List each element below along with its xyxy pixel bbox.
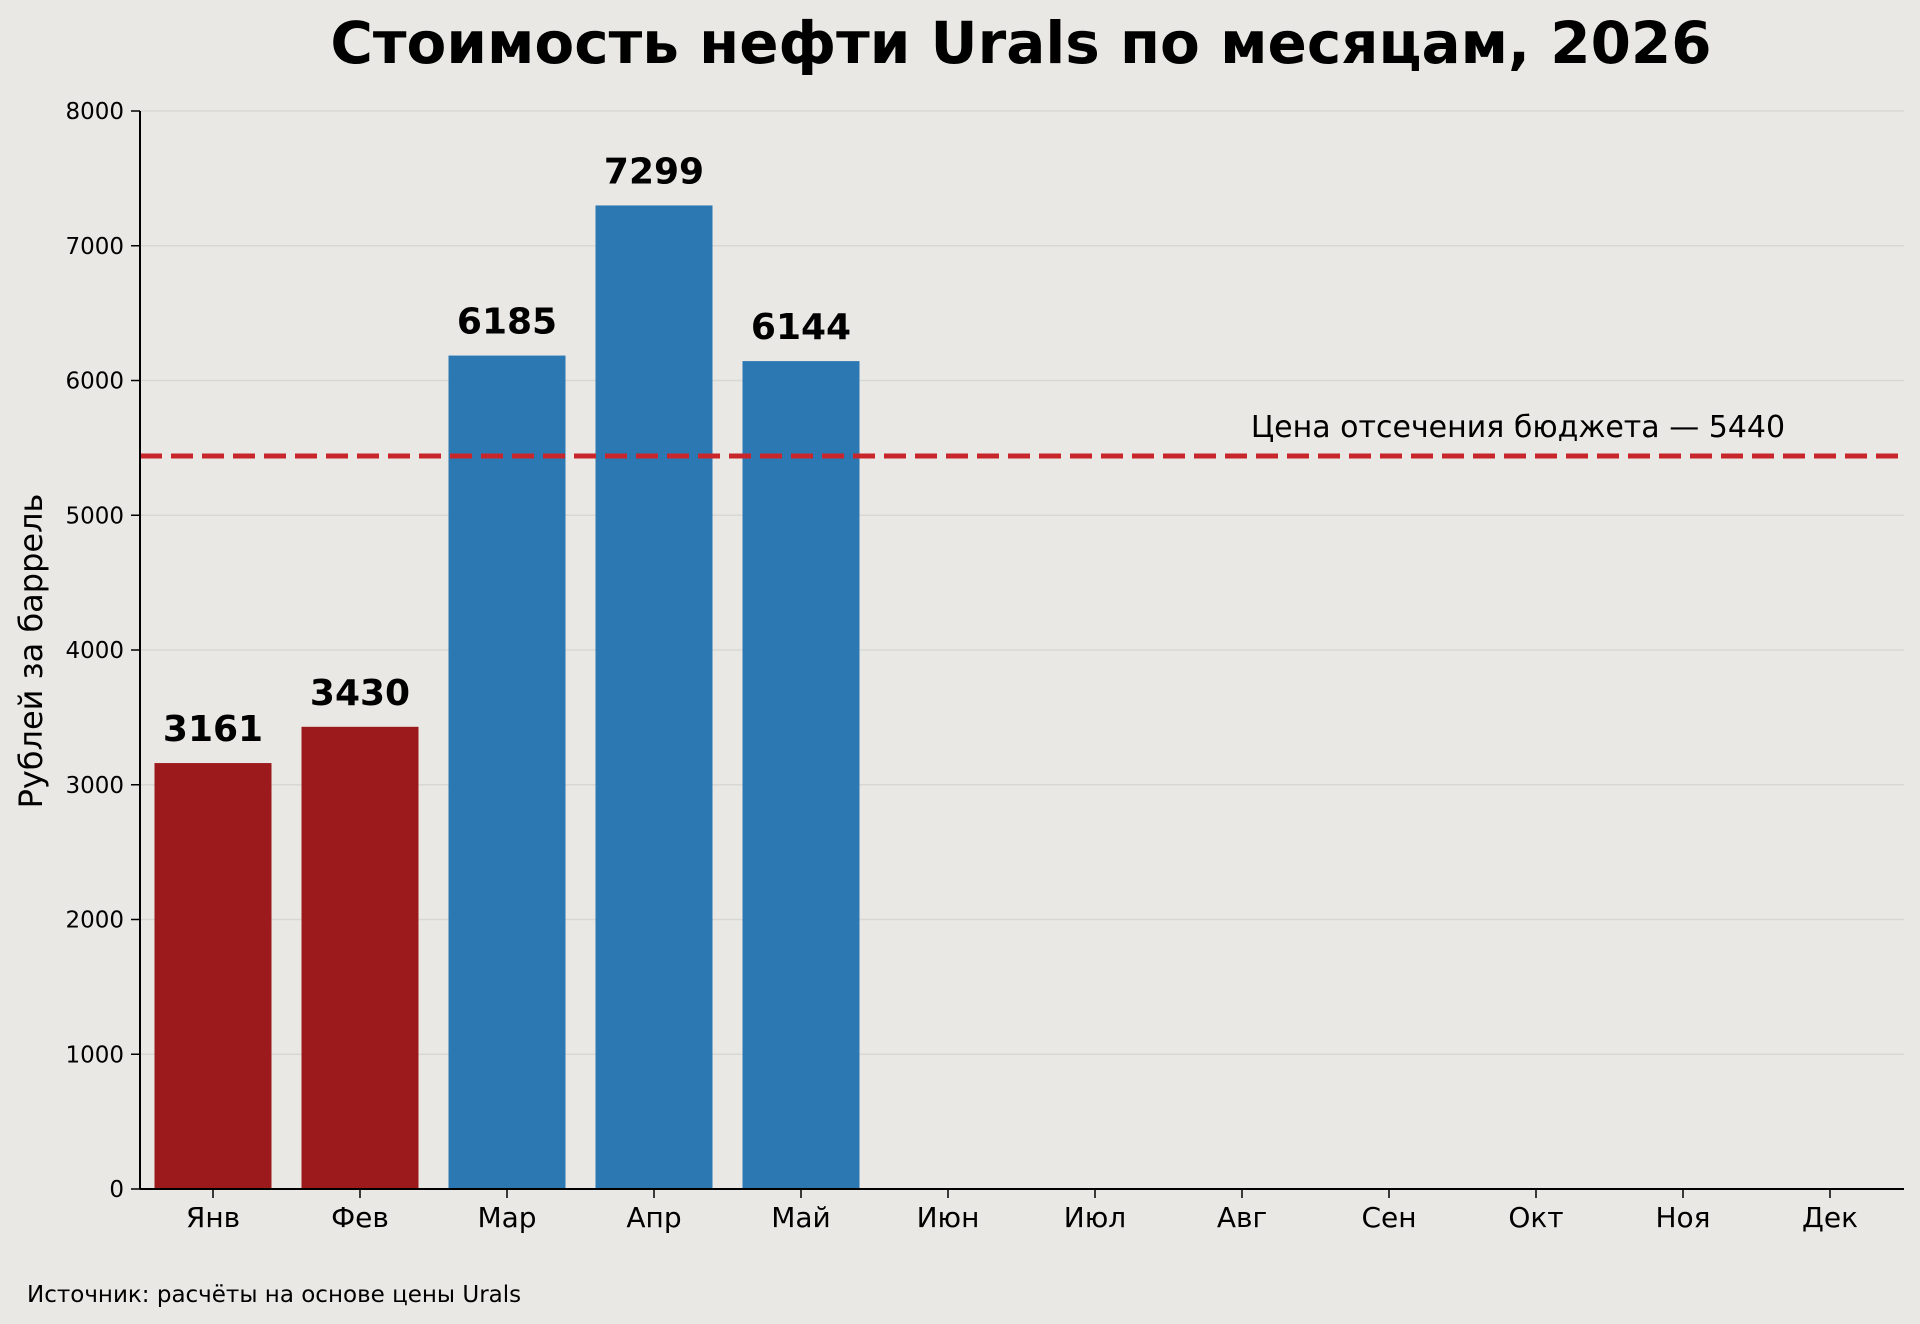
y-tick-label: 8000 (65, 99, 124, 125)
value-label: 6185 (457, 302, 557, 343)
bar-Мар (448, 355, 566, 1189)
y-tick-label: 6000 (65, 369, 124, 395)
x-tick-label: Авг (1217, 1201, 1267, 1234)
value-label: 7299 (604, 151, 704, 192)
y-tick-label: 7000 (65, 234, 124, 260)
y-tick-label: 0 (109, 1177, 124, 1203)
source-note: Источник: расчёты на основе цены Urals (27, 1282, 521, 1308)
y-axis-label: Рублей за баррель (12, 494, 50, 809)
value-label: 3161 (163, 709, 263, 750)
x-tick-label: Май (771, 1201, 831, 1234)
x-tick-label: Окт (1508, 1201, 1563, 1234)
y-tick-label: 3000 (65, 773, 124, 799)
axes (131, 110, 1904, 1198)
y-tick-label: 1000 (65, 1042, 124, 1068)
y-tick-labels: 0 1000 2000 3000 4000 5000 6000 7000 8000 (65, 99, 124, 1203)
y-tick-label: 2000 (65, 908, 124, 934)
bar-Фев (301, 726, 419, 1189)
x-tick-label: Сен (1361, 1201, 1416, 1234)
x-tick-label: Июн (917, 1201, 980, 1234)
y-tick-label: 5000 (65, 503, 124, 529)
x-tick-label: Янв (186, 1201, 240, 1234)
x-tick-label: Мар (477, 1201, 536, 1234)
x-tick-labels: Янв Фев Мар Апр Май Июн Июл Авг Сен Окт Ноя Дек (186, 1201, 1858, 1234)
reference-line-label: Цена отсечения бюджета — 5440 (1251, 410, 1785, 445)
bar-Май (742, 361, 860, 1189)
x-tick-label: Фев (331, 1201, 389, 1234)
y-tick-label: 4000 (65, 638, 124, 664)
x-tick-label: Ноя (1655, 1201, 1710, 1234)
value-labels: 3161 3430 6185 7299 6144 (163, 151, 851, 750)
value-label: 6144 (751, 307, 851, 348)
bars (154, 205, 860, 1190)
x-tick-label: Июл (1064, 1201, 1126, 1234)
bar-Апр (595, 205, 713, 1190)
grid-lines (140, 110, 1904, 1055)
value-label: 3430 (310, 673, 410, 714)
x-tick-label: Дек (1802, 1201, 1858, 1234)
x-tick-label: Апр (626, 1201, 681, 1234)
chart-title: Стоимость нефти Urals по месяцам, 2026 (330, 9, 1711, 77)
bar-Янв (154, 763, 272, 1189)
